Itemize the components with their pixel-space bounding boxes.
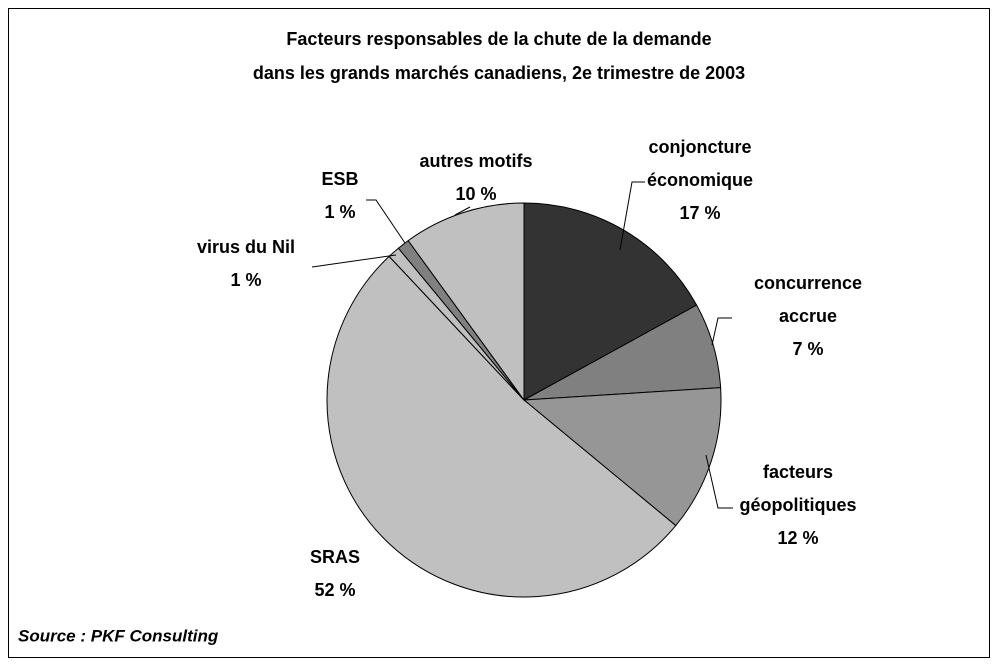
label-line: économique (647, 170, 753, 190)
slice-label: virus du Nil (197, 237, 295, 257)
label-line: virus du Nil (197, 237, 295, 257)
slice-label: facteurs géopolitiques (740, 462, 857, 515)
label-line: conjoncture (648, 137, 751, 157)
leader-line (454, 206, 471, 216)
value-label: 12 % (777, 528, 818, 548)
label-line: géopolitiques (740, 495, 857, 515)
pie-slice (522, 387, 722, 527)
leader-line (311, 254, 397, 268)
chart-title: dans les grands marchés canadiens, 2e tr… (253, 63, 745, 83)
slice-label: ESB (321, 169, 358, 189)
source: Source : PKF Consulting (18, 626, 219, 645)
value-label: 17 % (679, 203, 720, 223)
label-line: facteurs (763, 462, 833, 482)
label-line: concurrence (754, 273, 862, 293)
slice-label: concurrence accrue (754, 273, 862, 326)
value-label: 1 % (324, 202, 355, 222)
value-label: 1 % (230, 270, 261, 290)
slice-label: SRAS (310, 547, 360, 567)
leader-line (366, 199, 406, 244)
pie-slice (407, 202, 525, 402)
value-label: 7 % (792, 339, 823, 359)
slice-label: autres motifs (419, 151, 532, 171)
chart-title: Facteurs responsables de la chute de la … (286, 29, 711, 49)
label-line: ESB (321, 169, 358, 189)
value-label: 52 % (314, 580, 355, 600)
slice-label: conjoncture économique (647, 137, 753, 190)
leader-line (705, 454, 733, 509)
label-line: autres motifs (419, 151, 532, 171)
leader-line (619, 181, 645, 251)
pie-slice (523, 202, 698, 401)
value-label: 10 % (455, 184, 496, 204)
leader-line (711, 317, 732, 346)
label-line: SRAS (310, 547, 360, 567)
pie-slice (326, 255, 677, 598)
label-line: accrue (779, 306, 837, 326)
